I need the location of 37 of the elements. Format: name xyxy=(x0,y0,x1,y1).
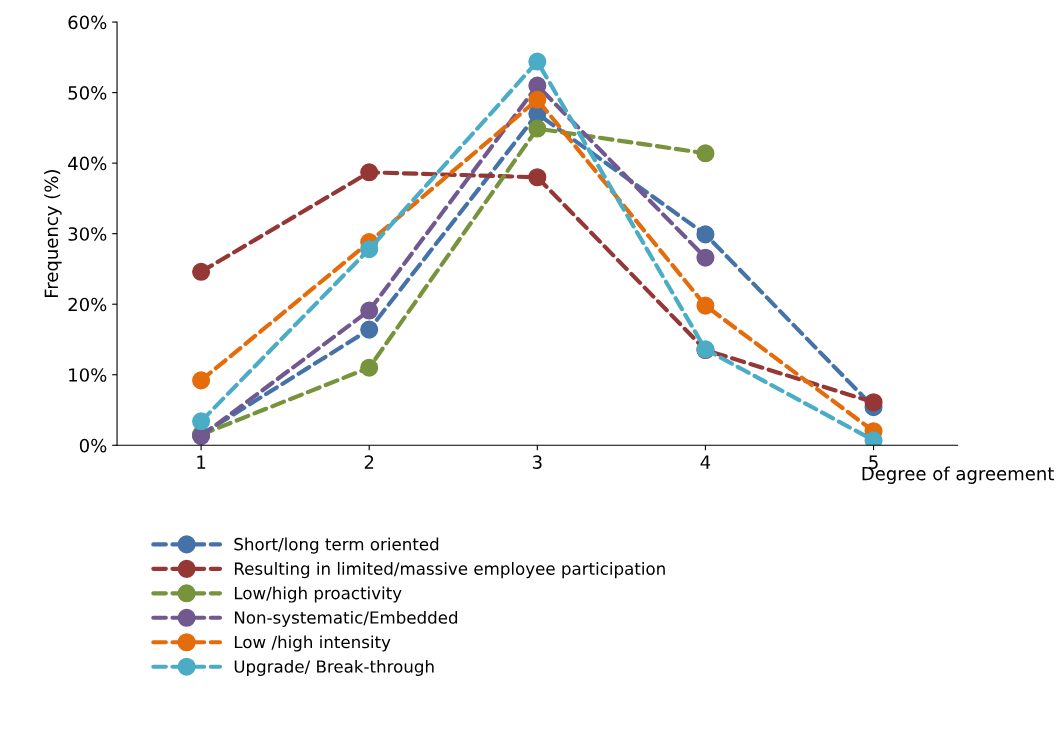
y-tick-label: 60% xyxy=(68,15,107,30)
legend-label: Low /high intensity xyxy=(234,635,391,652)
y-tick-label: 20% xyxy=(68,297,107,312)
point xyxy=(192,412,211,431)
point xyxy=(360,358,379,377)
point xyxy=(696,296,715,315)
x-axis-title: Degree of agreement xyxy=(862,466,1054,484)
y-tick-label: 40% xyxy=(68,156,107,171)
legend-label: Resulting in limited/massive employee participation xyxy=(234,562,665,579)
point xyxy=(696,248,715,267)
point xyxy=(864,393,883,412)
point xyxy=(528,119,547,138)
x-tick-label: 4 xyxy=(700,455,711,469)
point xyxy=(192,371,211,390)
x-tick-label: 5 xyxy=(869,455,878,469)
legend-label: Short/long term oriented xyxy=(234,537,439,554)
x-tick-label: 2 xyxy=(364,455,374,469)
point xyxy=(192,262,211,281)
point xyxy=(360,240,379,259)
point xyxy=(360,320,379,339)
x-tick-label: 3 xyxy=(532,455,542,469)
x-tick-label: 1 xyxy=(197,455,206,469)
point xyxy=(360,301,379,320)
y-tick-label: 10% xyxy=(69,368,107,382)
point xyxy=(696,225,715,244)
point xyxy=(528,52,547,71)
point xyxy=(528,168,547,187)
y-axis-title: Frequency (%) xyxy=(44,170,62,298)
y-tick-label: 50% xyxy=(68,86,107,100)
y-tick-label: 0% xyxy=(79,438,107,453)
y-tick-label: 30% xyxy=(68,227,107,241)
legend-label: Low/high proactivity xyxy=(234,586,402,603)
legend-label: Upgrade/ Break-through xyxy=(234,659,434,677)
legend-label: Non-systematic/Embedded xyxy=(234,610,458,628)
point xyxy=(360,163,379,182)
point xyxy=(528,90,547,109)
point xyxy=(696,144,715,163)
